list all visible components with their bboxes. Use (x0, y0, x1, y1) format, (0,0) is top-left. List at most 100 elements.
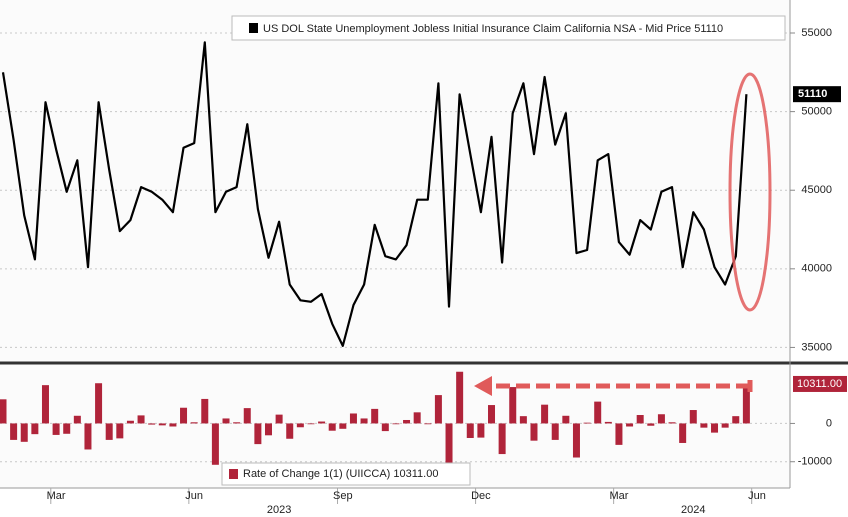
legend-box (221, 462, 471, 486)
bar (349, 413, 357, 424)
bar (657, 414, 665, 424)
bar (679, 423, 687, 443)
bar (307, 423, 315, 425)
y-tick-label: 35000 (801, 341, 832, 353)
bar (31, 423, 39, 435)
bar (413, 412, 421, 424)
arrow-head (474, 376, 492, 396)
y-tick-label: -10000 (798, 456, 832, 468)
bar (456, 371, 464, 424)
bar (488, 405, 496, 424)
bar (583, 422, 591, 424)
legend-label: Rate of Change 1(1) (UIICCA) 10311.00 (243, 468, 438, 480)
bar (562, 415, 570, 424)
bar (52, 423, 60, 435)
y-tick-label: 40000 (801, 263, 832, 275)
bar (318, 421, 326, 424)
bar (445, 423, 453, 478)
y-tick-label: 0 (826, 417, 832, 429)
bar (137, 415, 145, 424)
bar (626, 423, 634, 427)
x-tick-label: Jun (748, 490, 766, 502)
bar (700, 423, 708, 428)
legend-label: US DOL State Unemployment Jobless Initia… (263, 23, 723, 35)
bar (381, 423, 389, 432)
last-value-box (793, 86, 841, 103)
bar (148, 423, 156, 425)
last-value-box (793, 375, 847, 392)
bar (275, 414, 283, 424)
bar (498, 423, 506, 455)
bar (424, 423, 432, 425)
bar (10, 423, 18, 440)
bar (73, 415, 81, 424)
legend-box (231, 15, 786, 41)
bar (233, 422, 241, 424)
bar (211, 423, 219, 465)
bar (572, 423, 580, 458)
bar (0, 399, 7, 424)
x-group-label: 2023 (267, 504, 291, 516)
bar (190, 422, 198, 424)
bar (264, 423, 272, 436)
bar (742, 383, 750, 424)
bar (530, 423, 538, 441)
bar (158, 423, 166, 426)
bar (20, 423, 28, 442)
y-tick-label: 45000 (801, 184, 832, 196)
bar (466, 423, 474, 438)
bar (371, 408, 379, 424)
bar (254, 423, 262, 445)
bar (328, 423, 336, 431)
bar (509, 387, 517, 424)
line-series (1, 41, 748, 347)
x-tick-label: Jun (185, 490, 203, 502)
y-tick-label: 55000 (801, 27, 832, 39)
last-value-label: 10311.00 (797, 378, 842, 390)
bar (689, 410, 697, 424)
bar (721, 423, 729, 428)
last-value-label: 51110 (798, 88, 827, 100)
bar (339, 423, 347, 429)
bar (222, 418, 230, 424)
legend-swatch (249, 23, 258, 33)
bar (551, 423, 559, 440)
bar (105, 423, 113, 440)
x-group-label: 2024 (681, 504, 705, 516)
bar (169, 423, 177, 427)
legend-swatch (229, 469, 238, 479)
bar (201, 398, 209, 424)
bar (95, 383, 103, 424)
bar (126, 420, 134, 424)
x-tick-label: Sep (333, 490, 353, 502)
bar (636, 415, 644, 424)
bar (615, 423, 623, 445)
bar (541, 404, 549, 424)
x-tick-label: Dec (471, 490, 491, 502)
y-tick-label: 50000 (801, 106, 832, 118)
bar (180, 407, 188, 424)
bar (477, 423, 485, 438)
bar (711, 423, 719, 433)
plot-area (0, 0, 790, 488)
x-tick-label: Mar (47, 490, 66, 502)
bar (392, 423, 400, 425)
bar (243, 408, 251, 424)
bar (647, 423, 655, 426)
bar (604, 421, 612, 424)
bar (434, 395, 442, 424)
bar (360, 418, 368, 424)
bar (519, 416, 527, 424)
bar (296, 423, 304, 428)
bar (732, 416, 740, 424)
bar (63, 423, 71, 434)
bar (403, 419, 411, 424)
highlight-ellipse (728, 72, 772, 312)
bar (116, 423, 124, 439)
bar (41, 385, 49, 424)
bar (286, 423, 294, 439)
bar (594, 401, 602, 424)
bar (84, 423, 92, 450)
x-tick-label: Mar (609, 490, 628, 502)
